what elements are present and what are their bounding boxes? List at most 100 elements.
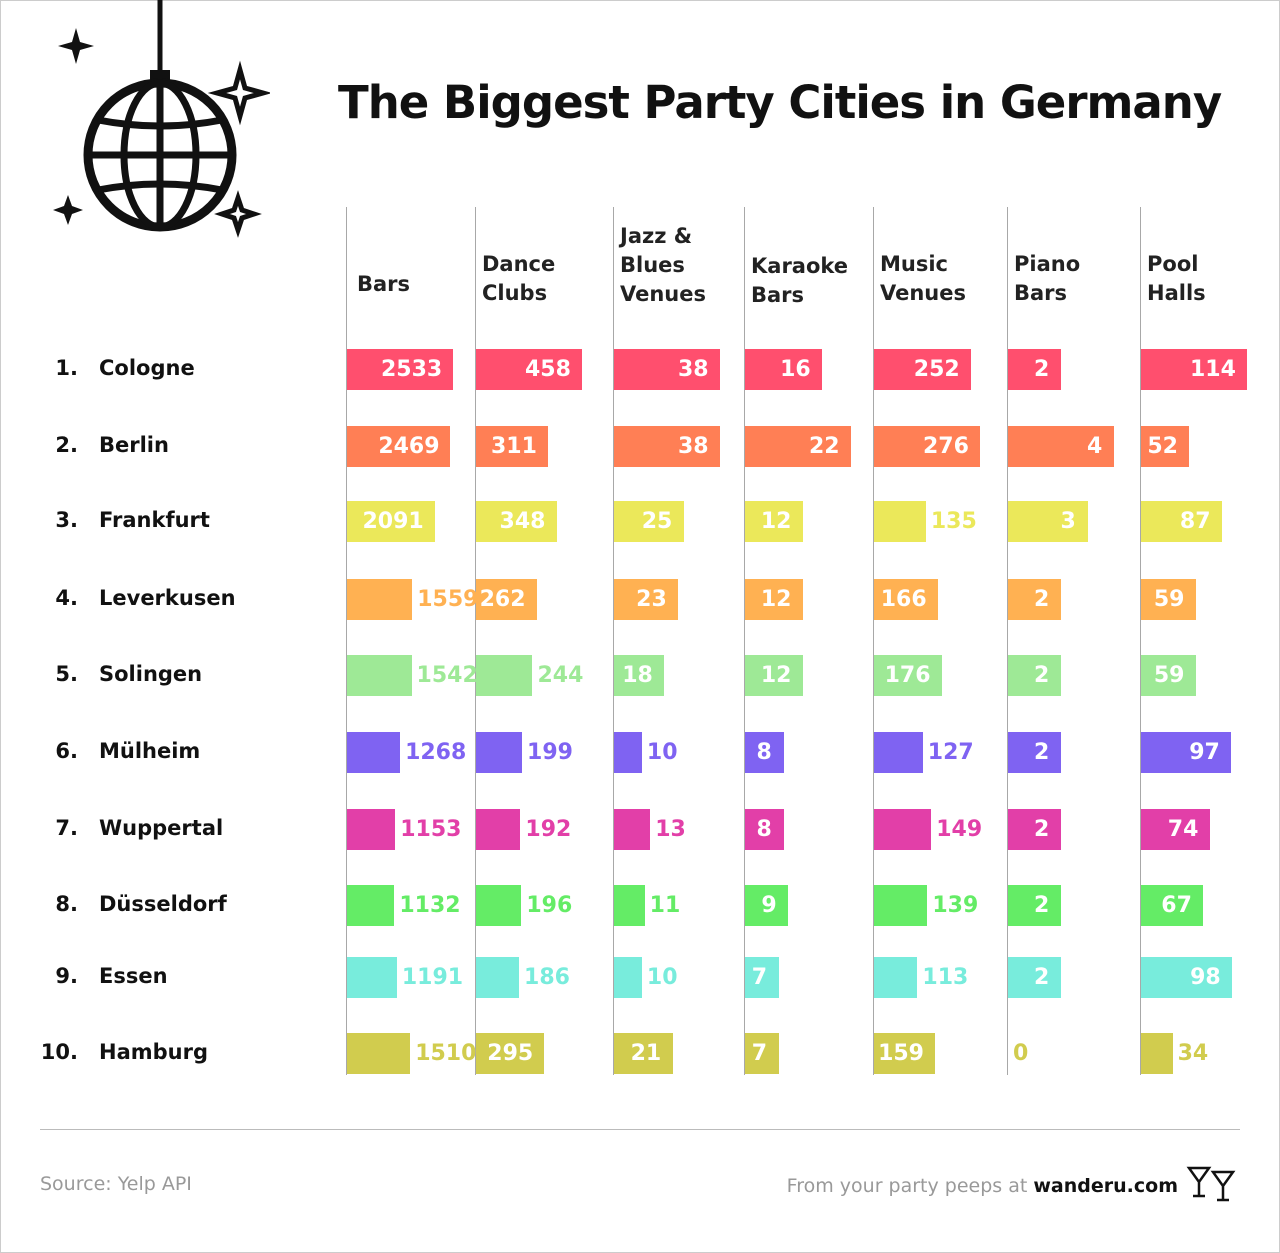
- bar: [476, 579, 537, 620]
- data-label: 159: [878, 1041, 924, 1066]
- rank-label: 8.: [55, 892, 78, 916]
- data-label: 38: [678, 434, 709, 459]
- bar: [874, 655, 942, 696]
- data-label: 74: [1167, 817, 1199, 842]
- bar: [1141, 809, 1210, 850]
- bar: [1141, 426, 1190, 467]
- column-divider: [475, 207, 476, 1075]
- column-header: Piano Bars: [1014, 252, 1081, 305]
- bar: [874, 426, 980, 467]
- column-divider: [873, 207, 874, 1075]
- data-label: 4: [1087, 434, 1103, 459]
- page-title: The Biggest Party Cities in Germany: [338, 76, 1222, 129]
- bar: [1008, 732, 1061, 773]
- cocktail-glasses-icon: [1186, 1166, 1236, 1202]
- column-divider: [613, 207, 614, 1075]
- data-label: 2: [1034, 587, 1050, 612]
- data-label: 52: [1147, 434, 1178, 459]
- data-label: 199: [527, 740, 573, 765]
- bar: [1141, 349, 1247, 390]
- city-label: Düsseldorf: [99, 892, 227, 916]
- bar: [745, 349, 823, 390]
- column-header: Bars: [357, 272, 411, 296]
- column-divider: [346, 207, 347, 1075]
- bar: [1008, 957, 1061, 998]
- bar: [1008, 501, 1088, 542]
- data-label: 2533: [381, 357, 443, 382]
- data-label: 97: [1189, 740, 1220, 765]
- data-label: 10: [646, 965, 678, 990]
- bar: [614, 426, 720, 467]
- data-label: 1132: [399, 893, 461, 918]
- column-header: Dance Clubs: [482, 252, 556, 305]
- rank-label: 10.: [40, 1040, 78, 1064]
- bar: [476, 1033, 545, 1074]
- bar: [347, 349, 453, 390]
- data-label: 1191: [401, 965, 464, 990]
- data-label: 348: [499, 509, 546, 534]
- bar: [614, 809, 651, 850]
- bar: [1008, 885, 1061, 926]
- data-label: 1542: [416, 663, 478, 688]
- bar: [1141, 1033, 1173, 1074]
- bar: [614, 1033, 673, 1074]
- bar: [874, 957, 918, 998]
- credit-site[interactable]: wanderu.com: [1033, 1175, 1178, 1197]
- data-label: 113: [922, 965, 969, 990]
- bar: [745, 579, 803, 620]
- data-label: 11: [649, 893, 681, 918]
- rank-label: 3.: [55, 508, 78, 532]
- data-label: 2: [1034, 965, 1050, 990]
- data-label: 176: [884, 663, 931, 688]
- city-label: Frankfurt: [99, 508, 210, 532]
- city-label: Leverkusen: [99, 586, 236, 610]
- data-label: 139: [932, 893, 979, 918]
- data-label: 2: [1034, 893, 1050, 918]
- data-label: 87: [1179, 509, 1211, 534]
- source-text: Source: Yelp API: [40, 1173, 192, 1195]
- bar: [476, 349, 582, 390]
- data-label: 3: [1060, 509, 1076, 534]
- rank-label: 2.: [55, 433, 78, 457]
- bar: [1141, 655, 1196, 696]
- data-label: 166: [880, 587, 927, 612]
- data-label: 149: [936, 817, 983, 842]
- data-label: 34: [1177, 1041, 1209, 1066]
- data-label: 127: [927, 740, 974, 765]
- city-label: Wuppertal: [99, 816, 224, 840]
- data-label: 135: [930, 509, 977, 534]
- bar: [614, 579, 679, 620]
- bar: [1141, 501, 1222, 542]
- bar: [874, 1033, 936, 1074]
- bar: [1008, 655, 1061, 696]
- data-label: 276: [923, 434, 969, 459]
- bar: [614, 957, 642, 998]
- data-label: 114: [1190, 357, 1236, 382]
- bar: [476, 655, 533, 696]
- data-label: 18: [622, 663, 653, 688]
- data-label: 98: [1190, 965, 1221, 990]
- bar: [745, 732, 784, 773]
- bar: [745, 426, 851, 467]
- column-header: Music Venues: [880, 252, 966, 305]
- bar: [476, 426, 548, 467]
- sparkle-icon: [214, 190, 262, 238]
- column-header: Pool Halls: [1147, 252, 1206, 305]
- sparkle-icon: [53, 195, 83, 225]
- bar: [745, 655, 803, 696]
- data-label: 38: [678, 357, 709, 382]
- data-label: 252: [913, 357, 960, 382]
- data-label: 25: [641, 509, 673, 534]
- bar: [1008, 349, 1061, 390]
- bar: [347, 1033, 411, 1074]
- credit-text: From your party peeps at wanderu.com: [787, 1175, 1178, 1197]
- bar: [874, 501, 926, 542]
- data-label: 59: [1153, 663, 1185, 688]
- disco-ball-icon: [53, 0, 270, 238]
- bar: [476, 732, 523, 773]
- data-label: 458: [525, 357, 571, 382]
- column-divider: [1007, 207, 1008, 1075]
- column-divider: [744, 207, 745, 1075]
- bar: [476, 957, 520, 998]
- bar: [1008, 809, 1061, 850]
